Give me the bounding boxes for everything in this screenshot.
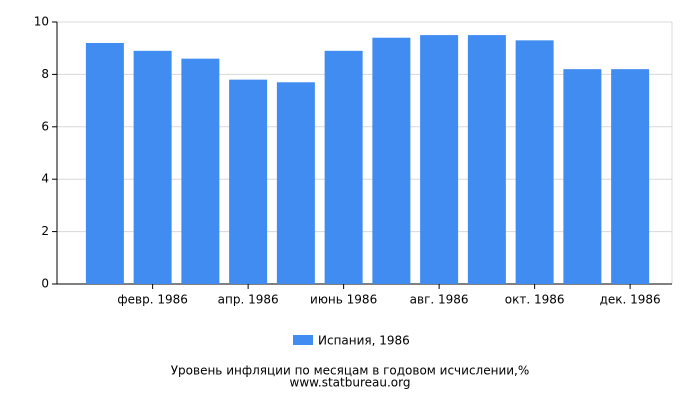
- x-tick-label: окт. 1986: [505, 293, 565, 307]
- bar: [515, 40, 554, 285]
- bar: [276, 82, 315, 284]
- legend-label: Испания, 1986: [318, 334, 410, 348]
- bar: [133, 50, 172, 284]
- bar: [420, 35, 459, 284]
- chart-title: Уровень инфляции по месяцам в годовом ис…: [171, 364, 530, 378]
- y-tick-label: 0: [41, 277, 49, 291]
- bar: [229, 79, 268, 284]
- x-tick-label: февр. 1986: [117, 293, 188, 307]
- bar: [181, 58, 220, 285]
- bar: [611, 69, 650, 284]
- x-tick-label: авг. 1986: [410, 293, 469, 307]
- y-tick-label: 8: [41, 67, 49, 81]
- y-tick-label: 6: [41, 119, 49, 133]
- y-tick-label: 2: [41, 224, 49, 238]
- bar: [467, 35, 506, 284]
- bar: [85, 42, 124, 285]
- x-tick-label: апр. 1986: [218, 293, 279, 307]
- bar: [563, 69, 602, 284]
- x-tick-label: июнь 1986: [310, 293, 377, 307]
- y-tick-label: 4: [41, 172, 49, 186]
- bar: [372, 37, 411, 284]
- x-tick-label: дек. 1986: [600, 293, 661, 307]
- legend-swatch: [293, 335, 313, 345]
- bar: [324, 50, 363, 284]
- y-tick-label: 10: [34, 15, 49, 29]
- chart-source: www.statbureau.org: [290, 376, 411, 390]
